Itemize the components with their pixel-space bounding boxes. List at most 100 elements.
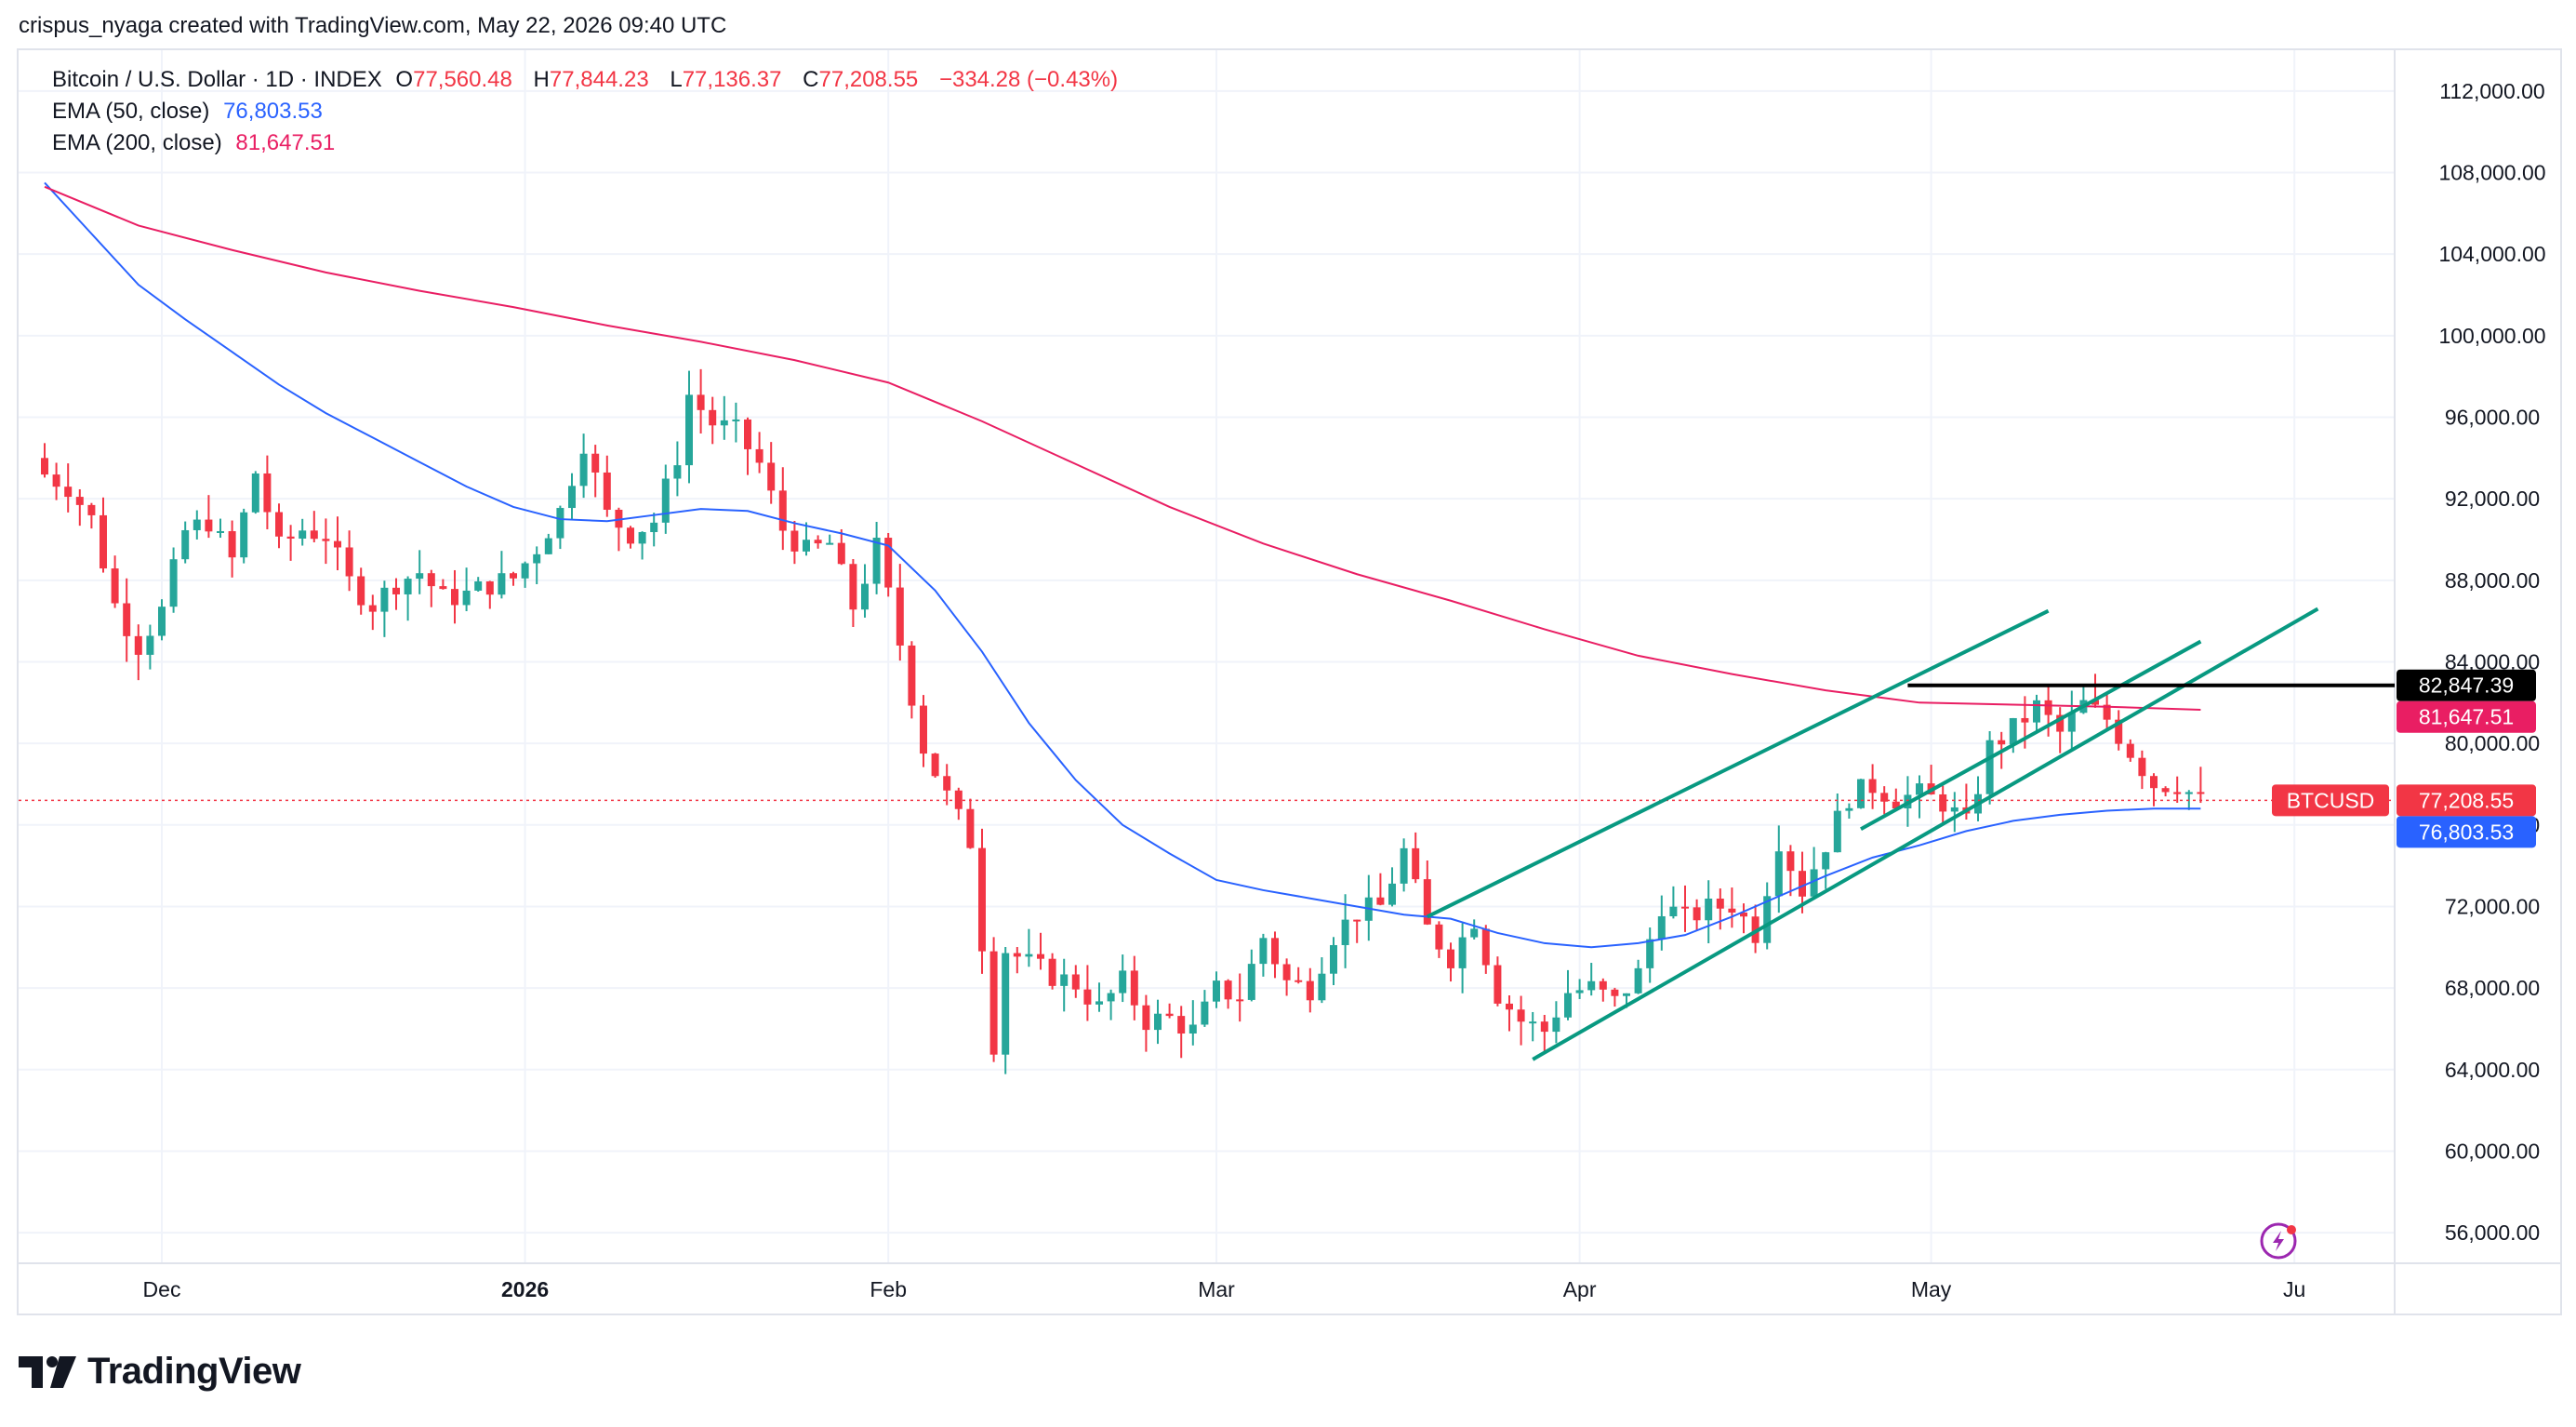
candle-body[interactable] (896, 587, 904, 646)
candle-body[interactable] (989, 951, 998, 1055)
candle-body[interactable] (2056, 714, 2065, 732)
candle-body[interactable] (755, 448, 764, 463)
candle-body[interactable] (1646, 939, 1654, 968)
candle-body[interactable] (814, 540, 822, 544)
candle-body[interactable] (1188, 1024, 1197, 1034)
candle-body[interactable] (1224, 980, 1232, 1000)
candle-body[interactable] (217, 530, 224, 533)
chart-plot[interactable]: 112,000.00 108,000.00 104,000.00 100,000.00… (19, 50, 2560, 1314)
candle-body[interactable] (732, 419, 740, 421)
candle-body[interactable] (193, 519, 201, 530)
candle-body[interactable] (661, 478, 670, 523)
candle-body[interactable] (884, 538, 893, 588)
candle-body[interactable] (1552, 1017, 1560, 1033)
candle-body[interactable] (826, 542, 834, 545)
candle-body[interactable] (1247, 964, 1255, 1000)
candle-body[interactable] (1013, 953, 1021, 957)
candle-body[interactable] (1071, 974, 1080, 990)
chart-frame[interactable]: 112,000.00 108,000.00 104,000.00 100,000.00… (17, 48, 2562, 1315)
candle-body[interactable] (2067, 713, 2076, 732)
candle-body[interactable] (1025, 954, 1033, 957)
candle-body[interactable] (1060, 974, 1069, 986)
ema200-line[interactable] (44, 185, 2201, 711)
candle-body[interactable] (1201, 1001, 1209, 1025)
candle-body[interactable] (1142, 1005, 1150, 1031)
lightning-alert-icon[interactable] (2260, 1222, 2297, 1260)
candle-body[interactable] (1236, 999, 1244, 1002)
candle-body[interactable] (1868, 779, 1877, 794)
candle-body[interactable] (2197, 792, 2205, 794)
candle-body[interactable] (1575, 990, 1584, 994)
candle-body[interactable] (579, 453, 588, 487)
candle-body[interactable] (404, 579, 412, 594)
candle-body[interactable] (544, 538, 552, 554)
candle-body[interactable] (931, 754, 939, 777)
candle-body[interactable] (1611, 989, 1619, 996)
candle-body[interactable] (849, 564, 857, 610)
candle-body[interactable] (462, 590, 471, 606)
candle-body[interactable] (1330, 944, 1337, 974)
upper-trendline[interactable] (1426, 608, 2050, 919)
candle-body[interactable] (709, 409, 717, 426)
candle-body[interactable] (1447, 949, 1454, 968)
candle-body[interactable] (1458, 937, 1467, 968)
candle-body[interactable] (1845, 807, 1853, 811)
candle-body[interactable] (1950, 807, 1959, 812)
candle-body[interactable] (2103, 704, 2111, 720)
candle-body[interactable] (1306, 980, 1314, 1001)
candle-body[interactable] (1177, 1016, 1186, 1034)
candle-body[interactable] (146, 635, 154, 655)
candle-body[interactable] (1213, 980, 1220, 1002)
candle-body[interactable] (416, 573, 424, 580)
candle-body[interactable] (52, 474, 60, 487)
candle-body[interactable] (427, 573, 435, 587)
candle-body[interactable] (345, 547, 353, 577)
candle-body[interactable] (357, 576, 365, 606)
candle-body[interactable] (1095, 1001, 1103, 1005)
candle-body[interactable] (41, 458, 48, 475)
candle-body[interactable] (556, 508, 564, 539)
candle-body[interactable] (1529, 1021, 1537, 1024)
candle-body[interactable] (286, 536, 295, 539)
candle-body[interactable] (1353, 919, 1361, 922)
candle-body[interactable] (591, 453, 600, 473)
candle-body[interactable] (2021, 717, 2029, 723)
candle-body[interactable] (498, 573, 506, 595)
candle-body[interactable] (2173, 792, 2182, 794)
candle-body[interactable] (111, 568, 119, 604)
candle-body[interactable] (1564, 993, 1572, 1018)
candle-body[interactable] (1271, 938, 1279, 965)
candle-body[interactable] (380, 587, 389, 612)
candle-body[interactable] (744, 419, 751, 449)
candle-body[interactable] (650, 522, 658, 532)
candle-body[interactable] (908, 645, 916, 706)
candle-body[interactable] (1728, 908, 1736, 913)
legend-ema200-row[interactable]: EMA (200, close) 81,647.51 (52, 130, 342, 156)
candle-body[interactable] (1587, 980, 1596, 991)
candle-body[interactable] (1880, 793, 1889, 802)
candle-body[interactable] (2138, 757, 2146, 777)
candle-body[interactable] (2150, 776, 2158, 789)
candle-body[interactable] (1599, 980, 1607, 990)
candle-body[interactable] (368, 605, 377, 612)
candle-body[interactable] (310, 530, 318, 540)
symbol-tag[interactable] (2272, 784, 2389, 817)
candle-body[interactable] (533, 553, 541, 564)
candle-body[interactable] (1669, 906, 1678, 916)
candle-body[interactable] (720, 420, 728, 426)
tradingview-logo[interactable]: TradingView (19, 1351, 301, 1393)
candle-body[interactable] (1481, 928, 1490, 966)
candle-body[interactable] (1376, 897, 1385, 905)
candle-body[interactable] (1833, 810, 1841, 853)
candle-body[interactable] (1037, 954, 1044, 959)
ema50-line[interactable] (44, 181, 2201, 949)
candle-body[interactable] (1799, 871, 1806, 897)
candle-body[interactable] (2115, 719, 2123, 744)
candle-body[interactable] (1048, 958, 1056, 986)
candle-body[interactable] (1119, 970, 1127, 994)
candle-body[interactable] (123, 603, 131, 636)
candle-body[interactable] (1657, 915, 1666, 940)
candle-body[interactable] (1165, 1013, 1174, 1017)
candle-body[interactable] (1435, 924, 1443, 950)
candle-body[interactable] (638, 531, 646, 544)
